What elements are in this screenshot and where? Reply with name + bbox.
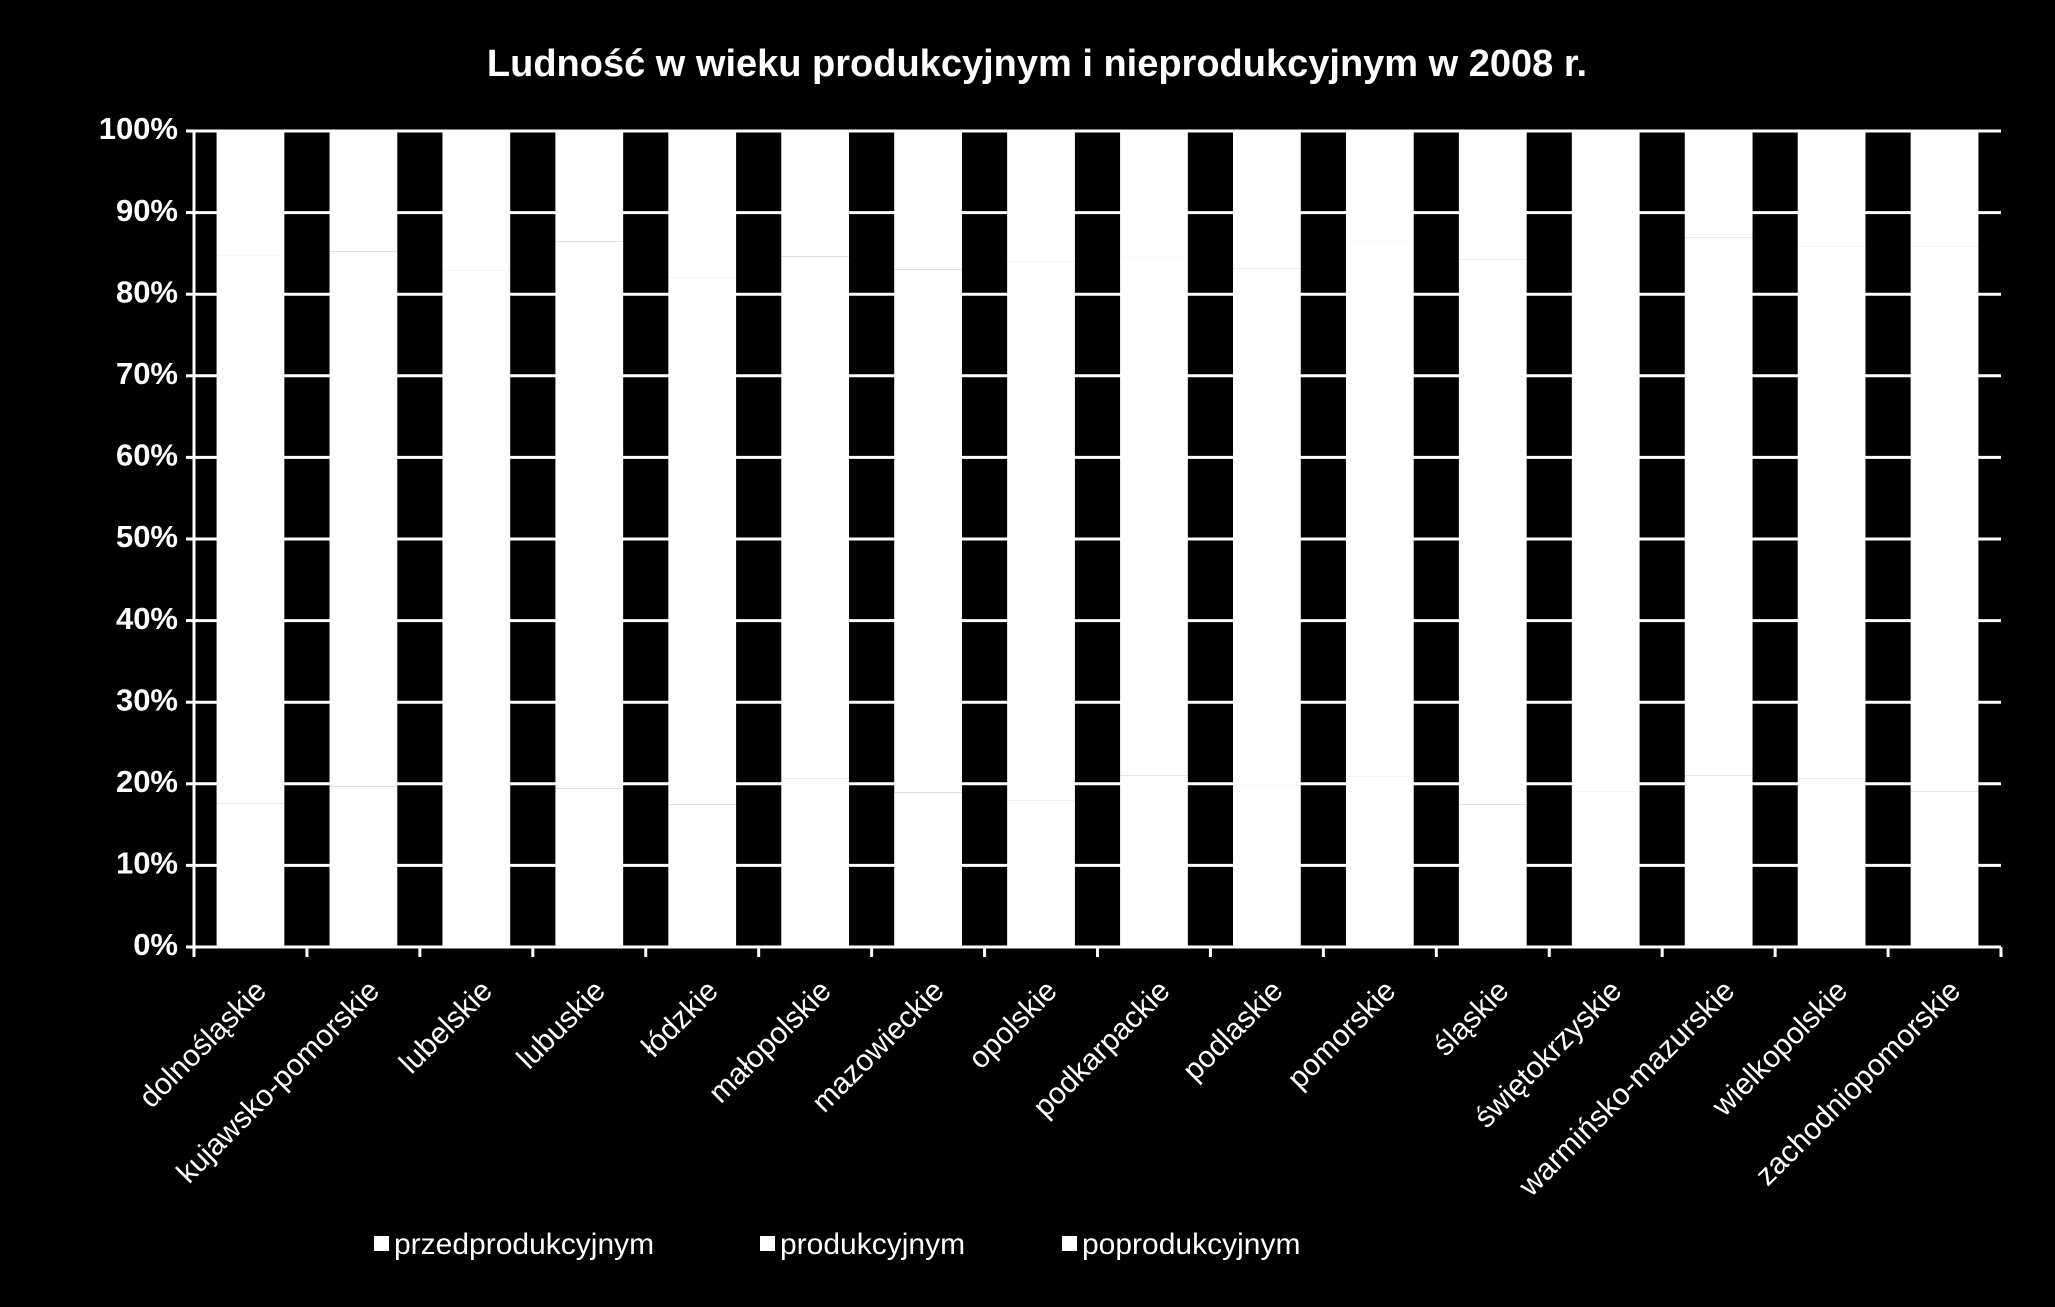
- y-tick-label: 20%: [116, 764, 178, 799]
- bar-segment: [668, 131, 737, 278]
- bar-segment: [668, 804, 737, 947]
- bar-segment: [1345, 241, 1414, 777]
- bar-segment: [329, 786, 398, 947]
- y-tick-label: 80%: [116, 274, 178, 309]
- bar-segment: [555, 788, 624, 947]
- y-tick-label: 10%: [116, 846, 178, 881]
- bar-segment: [1910, 246, 1979, 792]
- bar-segment: [1120, 131, 1188, 258]
- legend-marker: [760, 1236, 775, 1251]
- x-tick-label: podlaskie: [1176, 974, 1289, 1087]
- bar-segment: [442, 270, 511, 785]
- bar-segment: [1233, 131, 1301, 269]
- x-tick-label: opolskie: [962, 974, 1063, 1075]
- bar-segment: [1007, 800, 1075, 947]
- bar-segment: [1571, 791, 1640, 947]
- bar-segment: [1684, 131, 1753, 238]
- bar-segment: [1571, 272, 1640, 792]
- bar-segment: [1120, 775, 1188, 947]
- bar-segment: [1458, 804, 1527, 947]
- x-tick-label: łódzkie: [635, 974, 724, 1063]
- legend-marker: [374, 1236, 389, 1251]
- y-tick-label: 40%: [116, 601, 178, 636]
- x-tick-label: śląskie: [1427, 974, 1515, 1062]
- y-tick-label: 50%: [116, 519, 178, 554]
- y-tick-label: 60%: [116, 438, 178, 473]
- x-tick-label: lubuskie: [511, 974, 612, 1075]
- bar-segment: [894, 792, 962, 947]
- bar-segment: [894, 269, 962, 793]
- y-tick-label: 30%: [116, 682, 178, 717]
- chart-title: Ludność w wieku produkcyjnym i nieproduk…: [487, 43, 1587, 85]
- x-tick-label: zachodniopomorskie: [1749, 974, 1967, 1192]
- bar-segment: [1797, 778, 1866, 947]
- bar-segment: [1458, 131, 1527, 260]
- bar-segment: [1007, 261, 1075, 801]
- y-tick-label: 70%: [116, 356, 178, 391]
- x-tick-label: kujawsko-pomorskie: [170, 974, 386, 1190]
- bar-segment: [1571, 131, 1640, 273]
- y-tick-label: 90%: [116, 193, 178, 228]
- bar-segment: [555, 131, 624, 242]
- x-tick-label: pomorskie: [1281, 974, 1402, 1095]
- bar-segment: [216, 255, 285, 804]
- bar-segment: [329, 251, 398, 787]
- bar-segment: [894, 131, 962, 270]
- bar-segment: [1797, 246, 1866, 779]
- y-tick-label: 0%: [133, 927, 178, 962]
- bar-segment: [1233, 268, 1301, 786]
- x-tick-label: warmińsko-mazurskie: [1512, 974, 1741, 1203]
- bar-segment: [1910, 791, 1979, 947]
- bar-segment: [442, 784, 511, 947]
- bar-segment: [668, 277, 737, 805]
- bar-segment: [1120, 257, 1188, 776]
- bar-segment: [216, 131, 285, 256]
- bar-segment: [216, 803, 285, 947]
- bar-segment: [442, 131, 511, 271]
- bar-segment: [1233, 785, 1301, 947]
- y-tick-label: 100%: [99, 111, 178, 146]
- x-tick-label: lubelskie: [393, 974, 499, 1080]
- bar-segment: [781, 778, 850, 947]
- legend-marker: [1062, 1236, 1077, 1251]
- bar-segment: [329, 131, 398, 252]
- bar-segment: [1007, 131, 1075, 262]
- bar-segment: [1797, 131, 1866, 247]
- legend-label: poprodukcyjnym: [1082, 1228, 1300, 1261]
- bar-segment: [1345, 776, 1414, 947]
- bar-segment: [555, 241, 624, 789]
- legend-label: przedprodukcyjnym: [394, 1228, 654, 1261]
- bar-segment: [1458, 259, 1527, 805]
- bar-segment: [1345, 131, 1414, 242]
- bar-segment: [781, 256, 850, 779]
- bar-segment: [781, 131, 850, 257]
- legend-label: produkcyjnym: [780, 1228, 965, 1261]
- bar-segment: [1910, 131, 1979, 247]
- bar-segment: [1684, 775, 1753, 947]
- bar-segment: [1684, 237, 1753, 776]
